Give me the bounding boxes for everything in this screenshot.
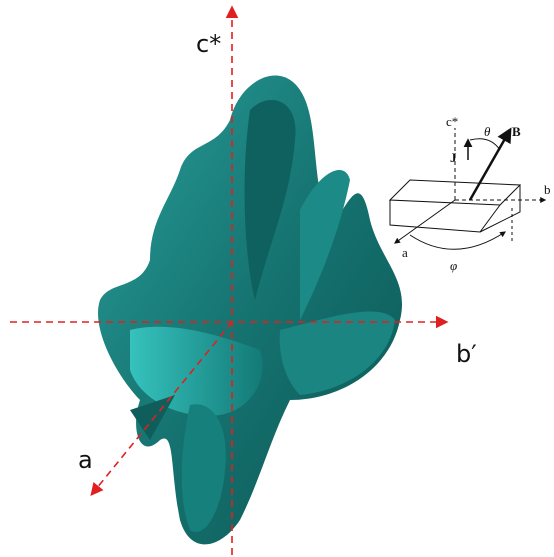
inset-label: B <box>512 124 521 139</box>
a-axis <box>90 321 233 496</box>
inset <box>388 127 547 250</box>
surface-lobe <box>244 100 296 300</box>
axis-label: b′ <box>456 340 477 368</box>
surface-lobe <box>300 170 350 320</box>
surface-lobe <box>130 326 263 416</box>
theta-arc <box>469 138 501 151</box>
inset-labels: c* θ B J b a φ <box>402 114 551 273</box>
surface-lobe <box>279 311 395 395</box>
inset-label: b <box>544 182 551 197</box>
inset-a-axis <box>394 199 456 244</box>
inset-label: θ <box>484 124 491 139</box>
inset-label: φ <box>450 258 457 273</box>
phi-arc <box>409 231 507 250</box>
field-arrow <box>468 127 512 201</box>
axes: c* b′ a <box>10 5 477 555</box>
crystal-front <box>389 200 501 233</box>
inset-label: c* <box>446 114 458 129</box>
axis-label: c* <box>196 30 221 58</box>
surface <box>98 75 403 545</box>
inset-label: J <box>450 150 457 165</box>
crystal-side <box>479 185 521 233</box>
surface-lobe <box>181 404 226 532</box>
surface-body <box>98 75 403 545</box>
axis-label: a <box>78 446 93 474</box>
inset-label: a <box>402 245 408 260</box>
